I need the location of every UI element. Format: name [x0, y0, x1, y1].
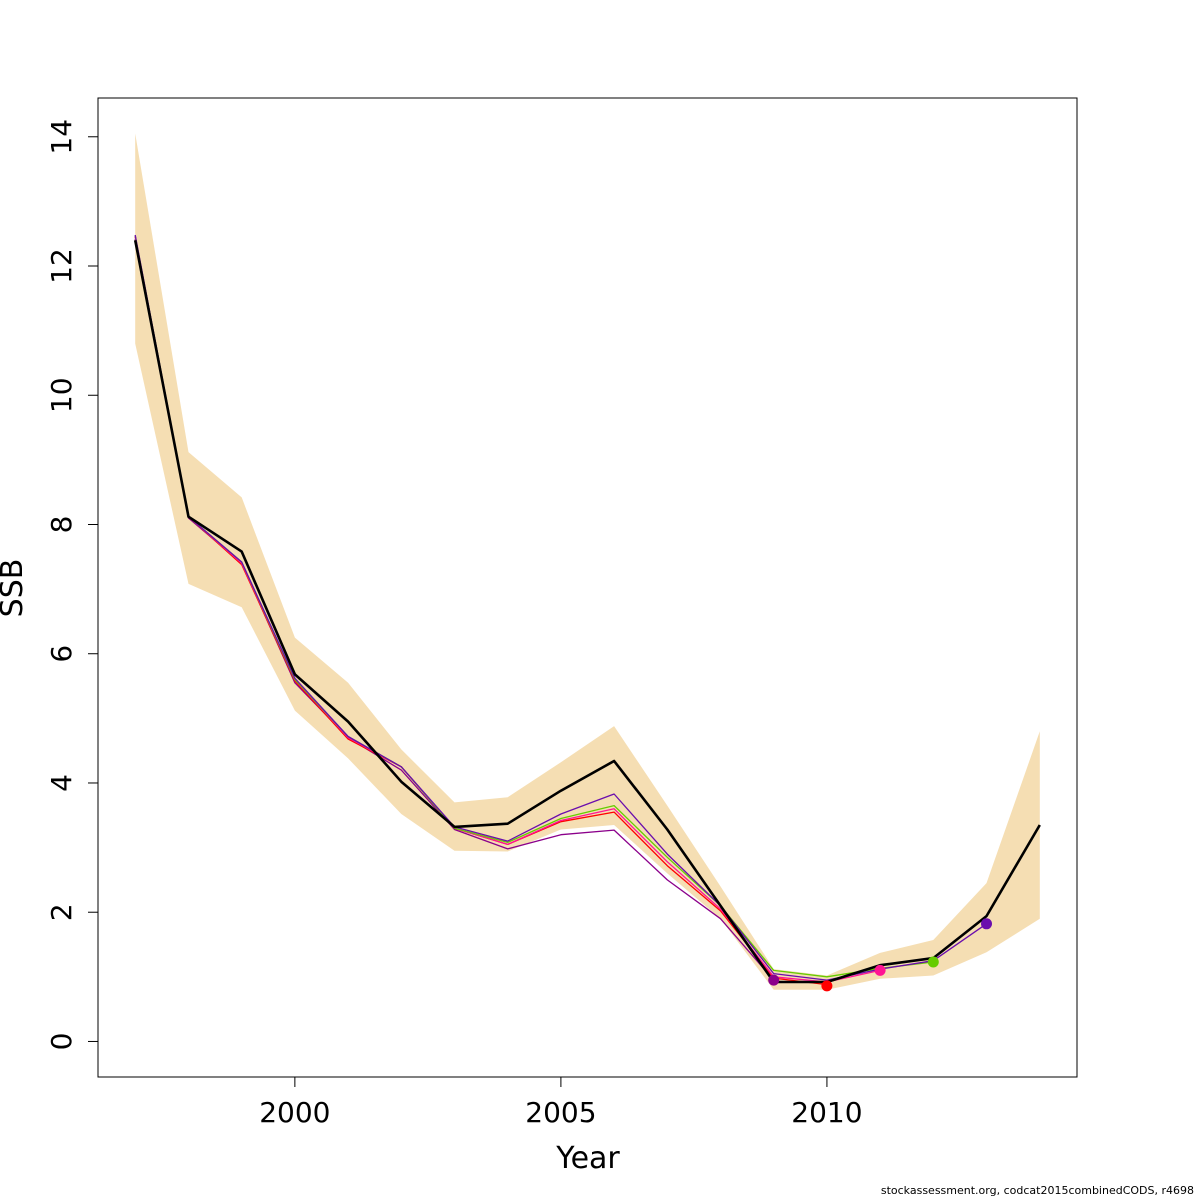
x-tick-label-2005: 2005 [525, 1096, 596, 1129]
y-axis: 0 2 4 6 8 10 12 14 [45, 119, 98, 1050]
x-axis: 2000 2005 2010 [259, 1077, 863, 1129]
x-axis-title: Year [555, 1141, 620, 1176]
confidence-band-layer [135, 133, 1040, 990]
series-line-2 [134, 236, 827, 986]
series-line-6 [133, 239, 1041, 984]
y-tick-label-6: 6 [45, 645, 78, 663]
y-axis-title: SSB [0, 559, 30, 618]
y-tick-label-8: 8 [45, 516, 78, 534]
series-layer [133, 234, 1041, 986]
y-tick-label-14: 14 [45, 119, 78, 155]
footer-source-note: stockassessment.org, codcat2015combinedC… [880, 1184, 1194, 1197]
y-tick-label-10: 10 [45, 377, 78, 413]
endpoint-marker-2012 [927, 956, 939, 968]
x-tick-label-2010: 2010 [791, 1096, 862, 1129]
endpoint-marker-2009 [768, 974, 780, 986]
y-tick-label-2: 2 [45, 903, 78, 921]
series-line-5 [134, 234, 987, 981]
x-tick-label-2000: 2000 [259, 1096, 330, 1129]
y-tick-label-0: 0 [45, 1033, 78, 1051]
y-tick-label-4: 4 [45, 774, 78, 792]
plot-frame [97, 97, 1078, 1078]
endpoint-marker-2013 [981, 918, 992, 930]
endpoint-marker-2011 [874, 964, 886, 976]
endpoint-markers-layer [768, 918, 992, 992]
confidence-band [135, 133, 1040, 990]
y-tick-label-12: 12 [45, 248, 78, 284]
endpoint-marker-2010 [821, 980, 833, 992]
